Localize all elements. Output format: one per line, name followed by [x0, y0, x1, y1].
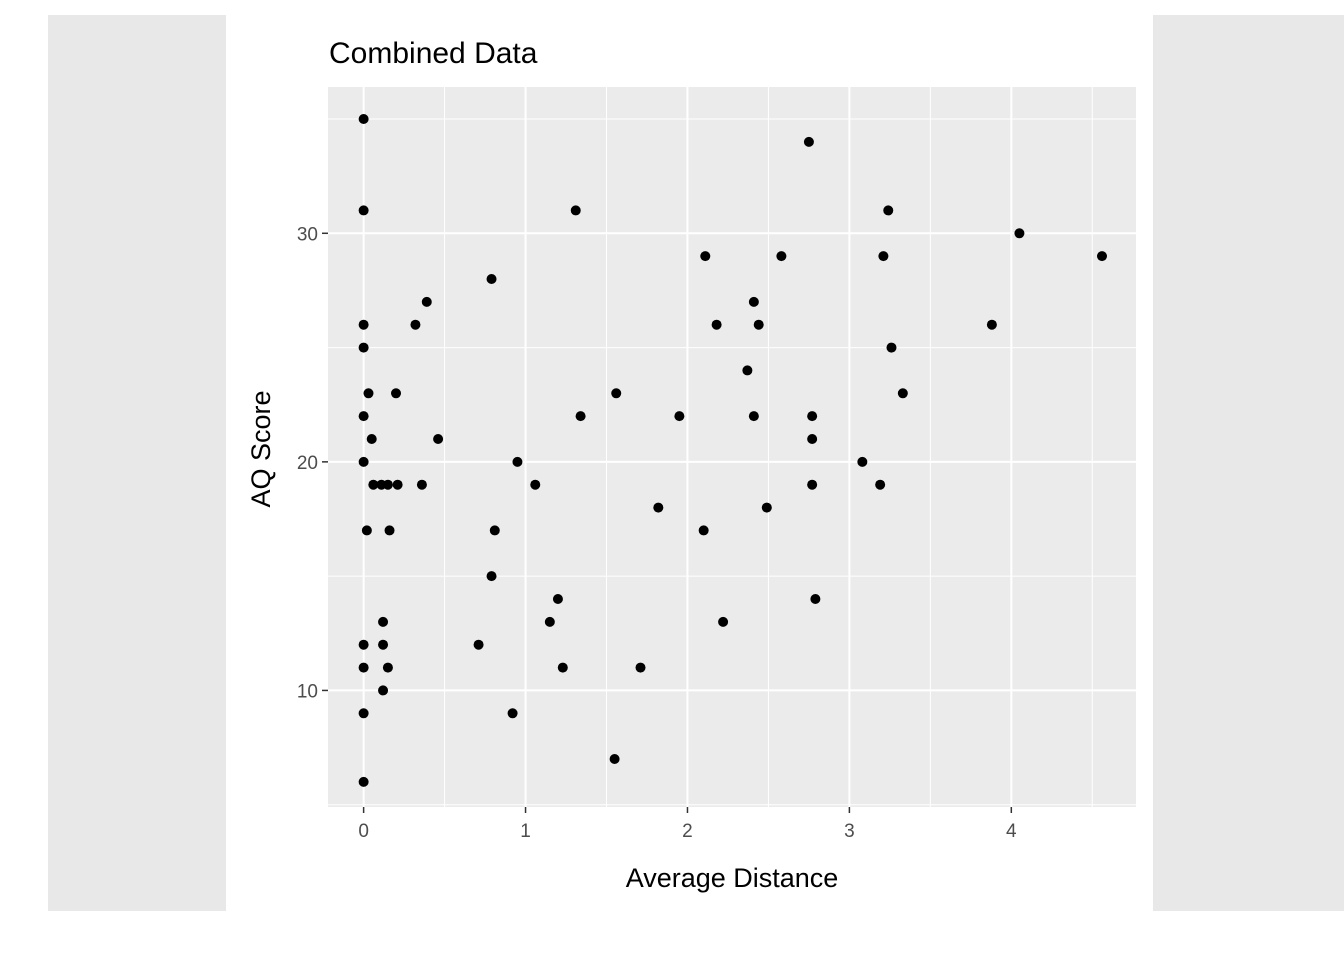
- data-point: [358, 342, 369, 353]
- data-point: [512, 456, 523, 467]
- data-point: [358, 708, 369, 719]
- data-point: [570, 205, 581, 216]
- data-point: [368, 479, 379, 490]
- data-point: [807, 411, 818, 422]
- x-tick-label: 3: [844, 821, 855, 842]
- data-point: [486, 571, 497, 582]
- data-point: [544, 616, 555, 627]
- data-point: [557, 662, 568, 673]
- plot-canvas: Combined Data 0 1 2 3 4 10 20 30 Average Dista…: [226, 15, 1153, 911]
- data-point: [609, 754, 620, 764]
- data-point: [748, 411, 759, 422]
- data-point: [378, 685, 389, 696]
- data-point: [986, 319, 997, 330]
- x-axis-title: Average Distance: [626, 863, 839, 893]
- data-point: [718, 616, 729, 627]
- data-point: [358, 411, 369, 422]
- y-tick-label: 10: [297, 681, 318, 702]
- chart-title: Combined Data: [329, 37, 538, 70]
- data-point: [886, 342, 897, 353]
- data-point: [803, 136, 814, 147]
- data-points: [358, 114, 1107, 787]
- data-point: [486, 274, 497, 284]
- data-point: [653, 502, 664, 513]
- major-gridlines: [328, 87, 1136, 807]
- data-point: [1096, 251, 1107, 262]
- data-point: [575, 411, 586, 422]
- x-tick-label: 2: [682, 821, 693, 842]
- data-point: [635, 662, 646, 673]
- data-point: [473, 639, 484, 650]
- data-point: [358, 205, 369, 216]
- data-point: [433, 434, 444, 444]
- data-point: [358, 319, 369, 330]
- y-axis-title: AQ Score: [246, 390, 276, 507]
- data-point: [361, 525, 372, 536]
- data-point: [807, 479, 818, 490]
- data-point: [878, 251, 889, 262]
- data-point: [358, 114, 369, 124]
- data-point: [883, 205, 894, 216]
- data-point: [857, 456, 868, 467]
- data-point: [674, 411, 685, 422]
- data-point: [391, 388, 402, 399]
- data-point: [358, 639, 369, 650]
- data-point: [358, 776, 369, 787]
- plot-panel: [328, 87, 1136, 807]
- data-point: [382, 479, 393, 490]
- data-point: [410, 319, 421, 330]
- data-point: [897, 388, 908, 399]
- data-point: [384, 525, 395, 536]
- x-tick-label: 0: [358, 821, 369, 842]
- data-point: [366, 434, 377, 444]
- y-axis: 10 20 30: [297, 224, 328, 702]
- data-point: [489, 525, 500, 536]
- scatter-chart: Combined Data 0 1 2 3 4 10 20 30 Average Dista…: [246, 37, 1136, 893]
- x-tick-label: 1: [520, 821, 531, 842]
- data-point: [382, 662, 393, 673]
- y-tick-label: 30: [297, 224, 318, 245]
- data-point: [742, 365, 753, 376]
- data-point: [507, 708, 518, 719]
- data-point: [711, 319, 722, 330]
- data-point: [358, 662, 369, 673]
- data-point: [875, 479, 886, 490]
- data-point: [748, 296, 759, 307]
- data-point: [358, 456, 369, 467]
- data-point: [753, 319, 764, 330]
- data-point: [698, 525, 709, 536]
- data-point: [378, 639, 389, 650]
- y-tick-label: 20: [297, 453, 318, 474]
- data-point: [761, 502, 772, 513]
- x-tick-label: 4: [1006, 821, 1017, 842]
- data-point: [700, 251, 711, 262]
- data-point: [416, 479, 427, 490]
- data-point: [392, 479, 403, 490]
- data-point: [363, 388, 374, 399]
- data-point: [776, 251, 787, 262]
- data-point: [1014, 228, 1025, 239]
- data-point: [421, 296, 432, 307]
- data-point: [378, 616, 389, 627]
- minor-gridlines: [328, 87, 1136, 807]
- data-point: [611, 388, 622, 399]
- data-point: [807, 434, 818, 444]
- data-point: [552, 594, 563, 604]
- data-point: [530, 479, 541, 490]
- data-point: [810, 594, 821, 604]
- x-axis: 0 1 2 3 4: [358, 807, 1017, 842]
